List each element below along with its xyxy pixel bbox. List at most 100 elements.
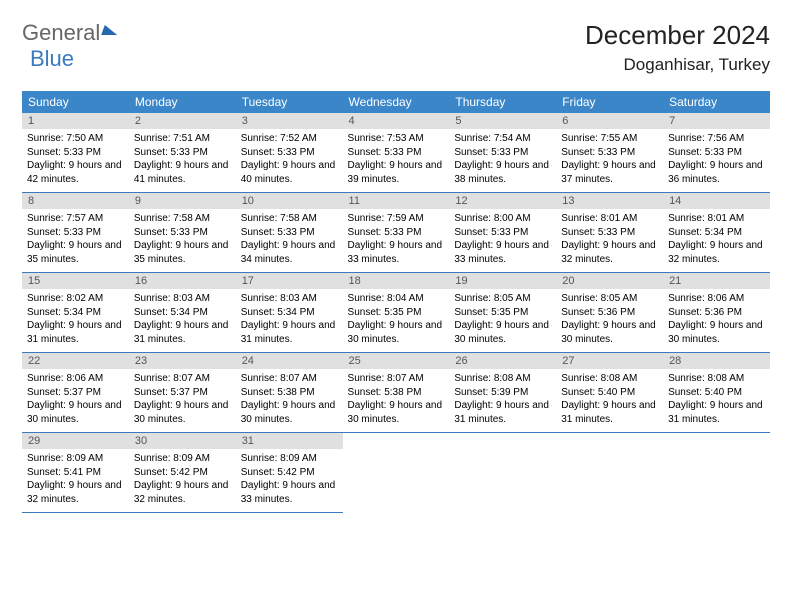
- logo-text-2: Blue: [30, 46, 74, 72]
- day-details: Sunrise: 8:06 AMSunset: 5:36 PMDaylight:…: [663, 289, 770, 352]
- day-number: 26: [449, 353, 556, 369]
- day-number: 15: [22, 273, 129, 289]
- day-number: 12: [449, 193, 556, 209]
- location: Doganhisar, Turkey: [585, 55, 770, 75]
- day-number: 11: [343, 193, 450, 209]
- empty-cell: [449, 433, 556, 513]
- day-number: 21: [663, 273, 770, 289]
- day-details: Sunrise: 7:58 AMSunset: 5:33 PMDaylight:…: [236, 209, 343, 272]
- calendar-body: 1Sunrise: 7:50 AMSunset: 5:33 PMDaylight…: [22, 113, 770, 513]
- day-cell: 18Sunrise: 8:04 AMSunset: 5:35 PMDayligh…: [343, 273, 450, 353]
- day-cell: 20Sunrise: 8:05 AMSunset: 5:36 PMDayligh…: [556, 273, 663, 353]
- day-details: Sunrise: 8:09 AMSunset: 5:42 PMDaylight:…: [129, 449, 236, 512]
- day-number: 22: [22, 353, 129, 369]
- logo: General: [22, 20, 119, 46]
- calendar-table: SundayMondayTuesdayWednesdayThursdayFrid…: [22, 91, 770, 513]
- day-number: 14: [663, 193, 770, 209]
- day-number: 30: [129, 433, 236, 449]
- day-cell: 9Sunrise: 7:58 AMSunset: 5:33 PMDaylight…: [129, 193, 236, 273]
- day-cell: 29Sunrise: 8:09 AMSunset: 5:41 PMDayligh…: [22, 433, 129, 513]
- day-cell: 16Sunrise: 8:03 AMSunset: 5:34 PMDayligh…: [129, 273, 236, 353]
- weekday-header: Sunday: [22, 91, 129, 113]
- empty-cell: [556, 433, 663, 513]
- day-cell: 27Sunrise: 8:08 AMSunset: 5:40 PMDayligh…: [556, 353, 663, 433]
- day-cell: 7Sunrise: 7:56 AMSunset: 5:33 PMDaylight…: [663, 113, 770, 193]
- day-number: 7: [663, 113, 770, 129]
- weekday-header: Monday: [129, 91, 236, 113]
- day-details: Sunrise: 8:07 AMSunset: 5:38 PMDaylight:…: [236, 369, 343, 432]
- month-title: December 2024: [585, 20, 770, 51]
- calendar-row: 29Sunrise: 8:09 AMSunset: 5:41 PMDayligh…: [22, 433, 770, 513]
- day-number: 1: [22, 113, 129, 129]
- day-cell: 1Sunrise: 7:50 AMSunset: 5:33 PMDaylight…: [22, 113, 129, 193]
- day-cell: 13Sunrise: 8:01 AMSunset: 5:33 PMDayligh…: [556, 193, 663, 273]
- day-cell: 6Sunrise: 7:55 AMSunset: 5:33 PMDaylight…: [556, 113, 663, 193]
- day-cell: 31Sunrise: 8:09 AMSunset: 5:42 PMDayligh…: [236, 433, 343, 513]
- day-number: 4: [343, 113, 450, 129]
- weekday-header: Tuesday: [236, 91, 343, 113]
- weekday-header: Wednesday: [343, 91, 450, 113]
- day-details: Sunrise: 8:03 AMSunset: 5:34 PMDaylight:…: [236, 289, 343, 352]
- day-details: Sunrise: 7:51 AMSunset: 5:33 PMDaylight:…: [129, 129, 236, 192]
- day-details: Sunrise: 8:07 AMSunset: 5:38 PMDaylight:…: [343, 369, 450, 432]
- day-cell: 26Sunrise: 8:08 AMSunset: 5:39 PMDayligh…: [449, 353, 556, 433]
- day-details: Sunrise: 8:01 AMSunset: 5:33 PMDaylight:…: [556, 209, 663, 272]
- logo-triangle-icon: [101, 25, 121, 35]
- day-cell: 30Sunrise: 8:09 AMSunset: 5:42 PMDayligh…: [129, 433, 236, 513]
- weekday-header: Thursday: [449, 91, 556, 113]
- day-number: 3: [236, 113, 343, 129]
- day-number: 10: [236, 193, 343, 209]
- day-details: Sunrise: 8:09 AMSunset: 5:41 PMDaylight:…: [22, 449, 129, 512]
- logo-text-1: General: [22, 20, 100, 46]
- day-number: 24: [236, 353, 343, 369]
- empty-cell: [663, 433, 770, 513]
- day-number: 8: [22, 193, 129, 209]
- day-number: 16: [129, 273, 236, 289]
- calendar-row: 1Sunrise: 7:50 AMSunset: 5:33 PMDaylight…: [22, 113, 770, 193]
- day-details: Sunrise: 8:08 AMSunset: 5:40 PMDaylight:…: [556, 369, 663, 432]
- day-cell: 4Sunrise: 7:53 AMSunset: 5:33 PMDaylight…: [343, 113, 450, 193]
- day-number: 9: [129, 193, 236, 209]
- day-number: 31: [236, 433, 343, 449]
- day-details: Sunrise: 8:02 AMSunset: 5:34 PMDaylight:…: [22, 289, 129, 352]
- day-number: 25: [343, 353, 450, 369]
- day-details: Sunrise: 8:07 AMSunset: 5:37 PMDaylight:…: [129, 369, 236, 432]
- day-details: Sunrise: 7:55 AMSunset: 5:33 PMDaylight:…: [556, 129, 663, 192]
- day-number: 6: [556, 113, 663, 129]
- day-cell: 24Sunrise: 8:07 AMSunset: 5:38 PMDayligh…: [236, 353, 343, 433]
- day-cell: 22Sunrise: 8:06 AMSunset: 5:37 PMDayligh…: [22, 353, 129, 433]
- day-number: 20: [556, 273, 663, 289]
- day-cell: 28Sunrise: 8:08 AMSunset: 5:40 PMDayligh…: [663, 353, 770, 433]
- empty-cell: [343, 433, 450, 513]
- calendar-row: 8Sunrise: 7:57 AMSunset: 5:33 PMDaylight…: [22, 193, 770, 273]
- day-details: Sunrise: 7:56 AMSunset: 5:33 PMDaylight:…: [663, 129, 770, 192]
- day-details: Sunrise: 8:05 AMSunset: 5:36 PMDaylight:…: [556, 289, 663, 352]
- day-details: Sunrise: 7:58 AMSunset: 5:33 PMDaylight:…: [129, 209, 236, 272]
- weekday-header: Friday: [556, 91, 663, 113]
- weekday-header-row: SundayMondayTuesdayWednesdayThursdayFrid…: [22, 91, 770, 113]
- day-number: 5: [449, 113, 556, 129]
- day-cell: 15Sunrise: 8:02 AMSunset: 5:34 PMDayligh…: [22, 273, 129, 353]
- day-number: 19: [449, 273, 556, 289]
- header: General December 2024 Doganhisar, Turkey: [22, 20, 770, 75]
- title-block: December 2024 Doganhisar, Turkey: [585, 20, 770, 75]
- day-cell: 11Sunrise: 7:59 AMSunset: 5:33 PMDayligh…: [343, 193, 450, 273]
- day-details: Sunrise: 8:05 AMSunset: 5:35 PMDaylight:…: [449, 289, 556, 352]
- calendar-row: 22Sunrise: 8:06 AMSunset: 5:37 PMDayligh…: [22, 353, 770, 433]
- day-details: Sunrise: 8:08 AMSunset: 5:39 PMDaylight:…: [449, 369, 556, 432]
- weekday-header: Saturday: [663, 91, 770, 113]
- day-details: Sunrise: 8:04 AMSunset: 5:35 PMDaylight:…: [343, 289, 450, 352]
- calendar-row: 15Sunrise: 8:02 AMSunset: 5:34 PMDayligh…: [22, 273, 770, 353]
- day-number: 2: [129, 113, 236, 129]
- day-details: Sunrise: 7:57 AMSunset: 5:33 PMDaylight:…: [22, 209, 129, 272]
- day-details: Sunrise: 7:54 AMSunset: 5:33 PMDaylight:…: [449, 129, 556, 192]
- day-details: Sunrise: 7:50 AMSunset: 5:33 PMDaylight:…: [22, 129, 129, 192]
- day-details: Sunrise: 8:00 AMSunset: 5:33 PMDaylight:…: [449, 209, 556, 272]
- day-number: 28: [663, 353, 770, 369]
- day-number: 29: [22, 433, 129, 449]
- day-cell: 10Sunrise: 7:58 AMSunset: 5:33 PMDayligh…: [236, 193, 343, 273]
- day-cell: 2Sunrise: 7:51 AMSunset: 5:33 PMDaylight…: [129, 113, 236, 193]
- day-cell: 25Sunrise: 8:07 AMSunset: 5:38 PMDayligh…: [343, 353, 450, 433]
- day-details: Sunrise: 8:06 AMSunset: 5:37 PMDaylight:…: [22, 369, 129, 432]
- day-number: 27: [556, 353, 663, 369]
